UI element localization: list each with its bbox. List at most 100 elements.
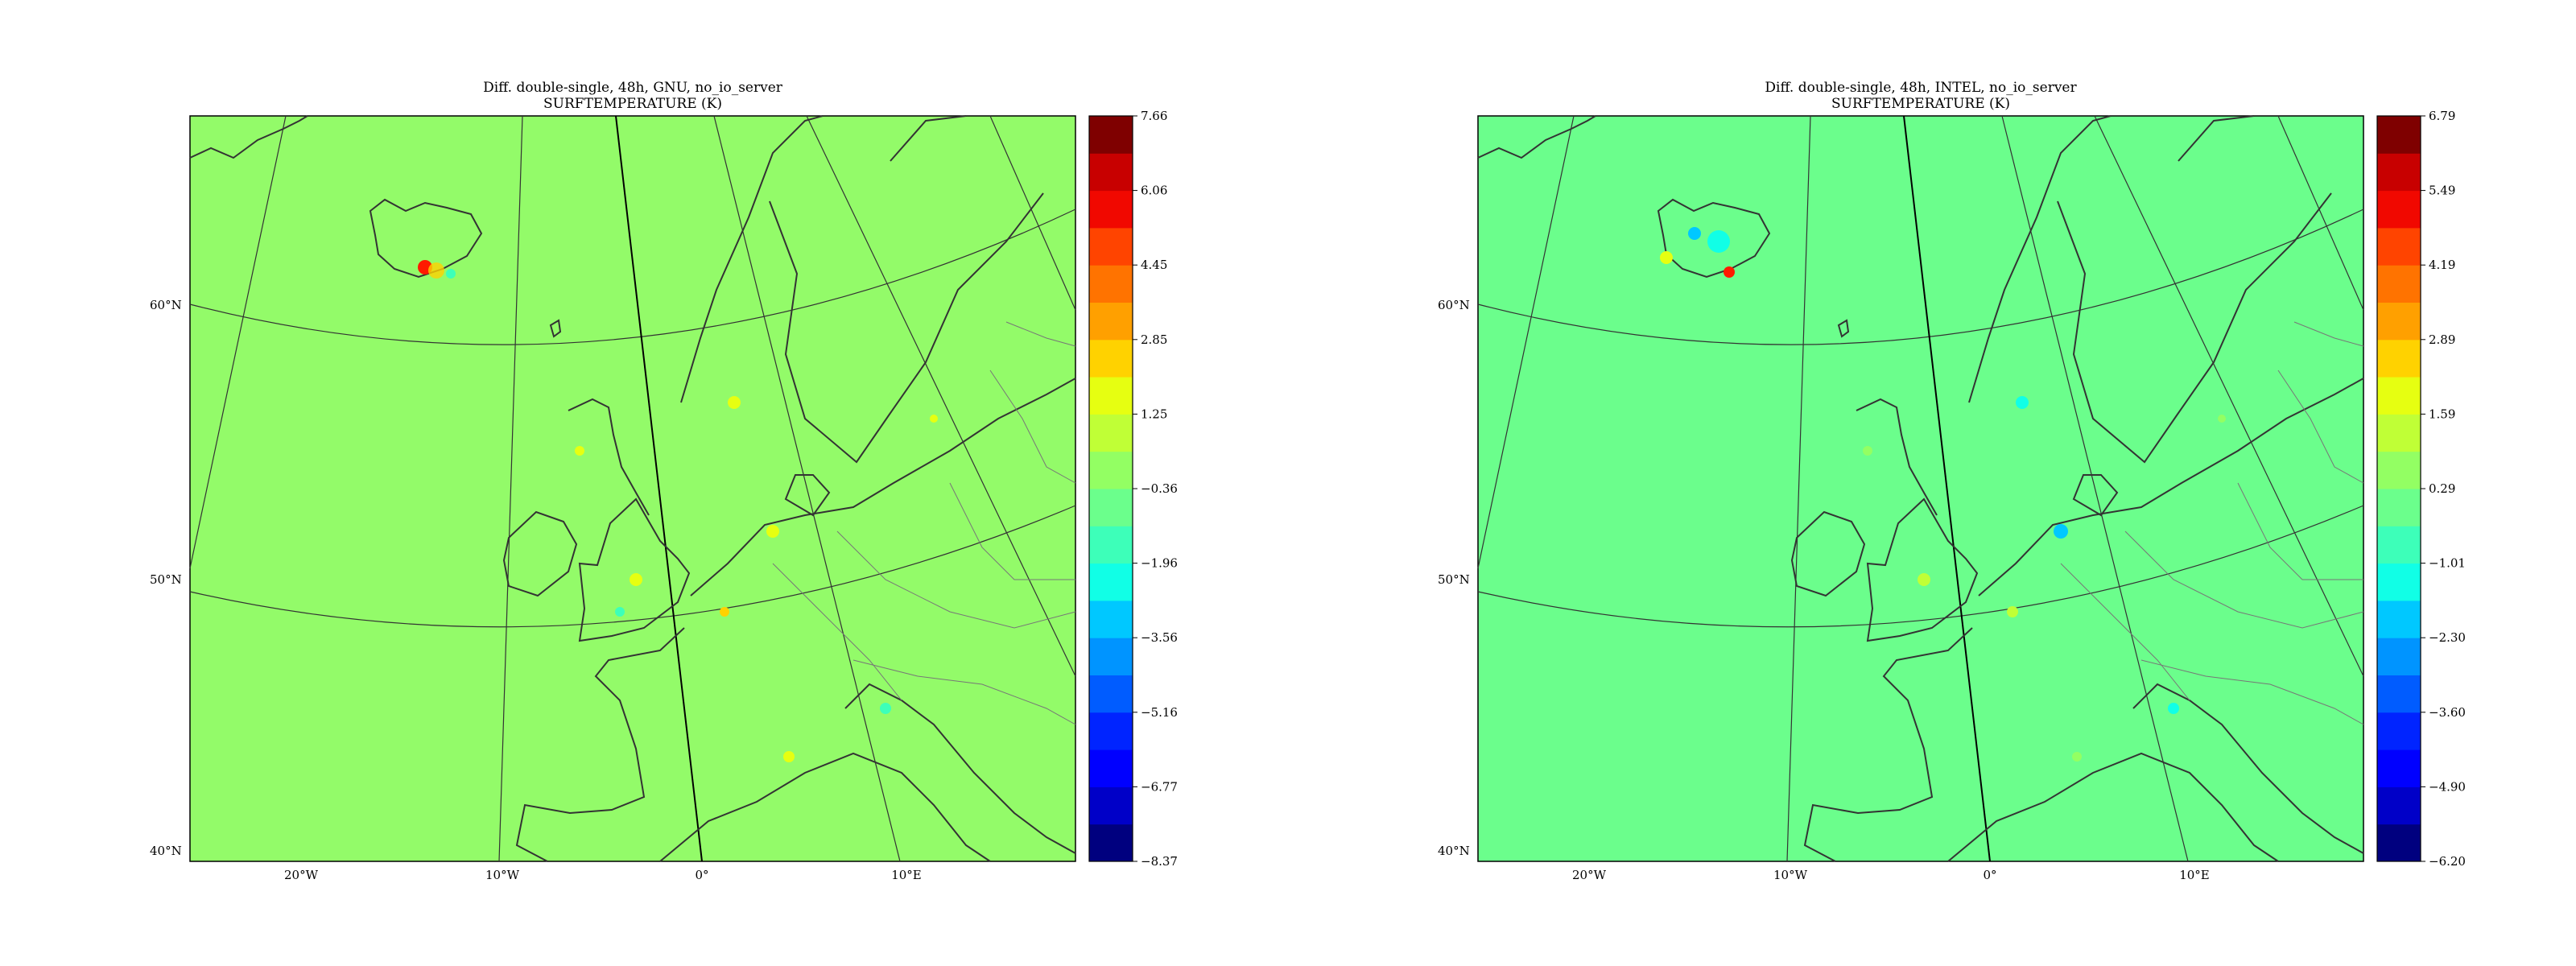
colorbar-cell bbox=[1089, 563, 1133, 601]
coast-denmark bbox=[784, 474, 831, 517]
colorbar-cell bbox=[1089, 339, 1133, 378]
colorbar-cell bbox=[2377, 563, 2421, 601]
map-subtitle: SURFTEMPERATURE (K) bbox=[1831, 96, 2010, 112]
colorbar-cell bbox=[2377, 190, 2421, 229]
lon-label-0: 0° bbox=[695, 868, 708, 882]
parallel-60n bbox=[189, 208, 1076, 345]
latitude-labels: 60°N 50°N 40°N bbox=[150, 298, 182, 858]
border-1 bbox=[772, 563, 902, 701]
meridian-30e bbox=[989, 115, 1076, 311]
colorbar-cell bbox=[1089, 712, 1133, 750]
colorbar-cell bbox=[2377, 116, 2421, 154]
colorbar-cell bbox=[1089, 675, 1133, 713]
meridian-0 bbox=[1903, 115, 1991, 862]
colorbar-tick-label: 5.49 bbox=[2429, 184, 2455, 198]
colorbar-cell bbox=[2377, 712, 2421, 750]
colorbar-tick-label: −0.36 bbox=[1141, 481, 1178, 496]
coast-continent-north bbox=[690, 378, 1076, 597]
colorbar-cell bbox=[1089, 749, 1133, 787]
colorbar-cell bbox=[1089, 786, 1133, 825]
meridian-10e bbox=[2001, 115, 2189, 862]
anomaly-baltic bbox=[2218, 415, 2226, 423]
meridian-20w bbox=[189, 115, 287, 569]
colorbar-cell bbox=[2377, 675, 2421, 713]
colorbar-cell bbox=[2377, 377, 2421, 415]
country-borders bbox=[2060, 321, 2364, 725]
anomaly-belgium bbox=[720, 607, 729, 617]
anomaly-norway bbox=[728, 396, 741, 409]
meridian-10w bbox=[1786, 115, 1811, 862]
colorbar-cells bbox=[1089, 116, 1133, 862]
coast-ireland bbox=[1790, 510, 1866, 597]
colorbar: 6.79 5.49 4.19 2.89 1.59 0.29 −1.01 −2.30 −3.60 −… bbox=[2376, 109, 2466, 869]
anomaly-iceland-warm bbox=[428, 262, 444, 279]
map-figure: 60°N 50°N 40°N 20°W 10°W 0° 10°E 7.66 6.0… bbox=[150, 109, 1178, 882]
coast-med bbox=[1947, 752, 2279, 862]
border-5 bbox=[2277, 369, 2364, 484]
colorbar-cell bbox=[2377, 227, 2421, 266]
lat-label-40n: 40°N bbox=[1438, 844, 1470, 858]
coast-sweden bbox=[2057, 192, 2332, 464]
coast-med bbox=[659, 752, 991, 862]
colorbar-cell bbox=[1089, 302, 1133, 341]
colorbar-cell bbox=[2377, 526, 2421, 564]
colorbar-tick-label: −1.96 bbox=[1141, 556, 1178, 571]
meridian-20e bbox=[2094, 115, 2364, 677]
temperature-anomalies bbox=[1660, 227, 2226, 762]
colorbar-tick-label: 6.06 bbox=[1141, 184, 1167, 198]
map-subtitle: SURFTEMPERATURE (K) bbox=[543, 96, 722, 112]
lat-label-60n: 60°N bbox=[1438, 298, 1470, 312]
colorbar-tick-label: 7.66 bbox=[1141, 109, 1167, 123]
border-6 bbox=[1005, 321, 1076, 347]
anomaly-netherlands bbox=[2054, 524, 2068, 539]
coast-sweden bbox=[769, 192, 1044, 464]
lat-label-60n: 60°N bbox=[150, 298, 182, 312]
anomaly-south-france bbox=[783, 751, 795, 762]
lon-label-10e: 10°E bbox=[891, 868, 922, 882]
meridian-20e bbox=[806, 115, 1076, 677]
map-area bbox=[1477, 115, 2364, 862]
coast-continent-north bbox=[1978, 378, 2364, 597]
coast-scotland bbox=[568, 398, 650, 516]
colorbar-cell bbox=[1089, 190, 1133, 229]
coast-france bbox=[515, 627, 685, 862]
map-figure: 60°N 50°N 40°N 20°W 10°W 0° 10°E 6.79 5.4… bbox=[1438, 109, 2466, 882]
lat-label-50n: 50°N bbox=[1438, 572, 1470, 587]
temperature-anomalies bbox=[418, 260, 938, 762]
colorbar-cell bbox=[1089, 265, 1133, 303]
border-5 bbox=[989, 369, 1076, 484]
anomaly-alps bbox=[880, 703, 891, 714]
parallel-50n bbox=[189, 505, 1076, 628]
colorbar-tick-label: 4.45 bbox=[1141, 258, 1167, 272]
anomaly-england bbox=[630, 573, 642, 586]
graticule bbox=[1477, 115, 2364, 862]
colorbar-cell bbox=[1089, 451, 1133, 489]
colorbar-tick-label: −2.30 bbox=[2429, 630, 2466, 645]
border-4 bbox=[949, 482, 1075, 580]
colorbar-tick-label: 0.29 bbox=[2429, 481, 2455, 496]
anomaly-england bbox=[1918, 573, 1930, 586]
colorbar-cell bbox=[2377, 749, 2421, 787]
longitude-labels: 20°W 10°W 0° 10°E bbox=[1572, 868, 2210, 882]
coast-england bbox=[578, 497, 691, 642]
coast-greenland bbox=[1477, 115, 1596, 159]
colorbar-cell bbox=[1089, 489, 1133, 526]
coast-italy bbox=[844, 683, 1076, 854]
colorbar-cell bbox=[1089, 227, 1133, 266]
longitude-labels: 20°W 10°W 0° 10°E bbox=[284, 868, 922, 882]
coast-finland bbox=[890, 115, 967, 162]
colorbar-cell bbox=[2377, 414, 2421, 452]
colorbar-cell bbox=[2377, 339, 2421, 378]
country-borders bbox=[772, 321, 1076, 725]
colorbar-tick-label: 6.79 bbox=[2429, 109, 2455, 123]
coast-faroes bbox=[1837, 319, 1850, 338]
coastlines bbox=[189, 115, 1076, 862]
colorbar-cell bbox=[1089, 377, 1133, 415]
colorbar-cell bbox=[2377, 489, 2421, 526]
map-panel-intel: Diff. double-single, 48h, INTEL, no_io_s… bbox=[1288, 0, 2576, 966]
lon-label-0: 0° bbox=[1983, 868, 1996, 882]
coast-finland bbox=[2178, 115, 2255, 162]
coast-ireland bbox=[502, 510, 578, 597]
meridian-0 bbox=[615, 115, 703, 862]
colorbar-cell bbox=[1089, 414, 1133, 452]
